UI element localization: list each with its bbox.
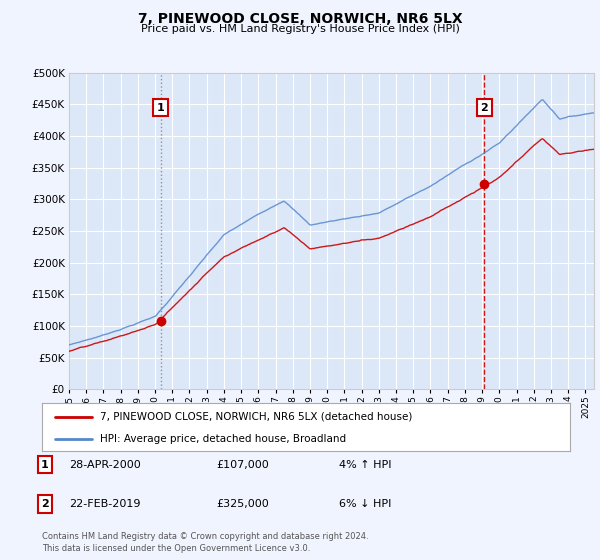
Text: 22-FEB-2019: 22-FEB-2019 [69,499,140,509]
Text: Price paid vs. HM Land Registry's House Price Index (HPI): Price paid vs. HM Land Registry's House … [140,24,460,34]
Text: Contains HM Land Registry data © Crown copyright and database right 2024.
This d: Contains HM Land Registry data © Crown c… [42,533,368,553]
Text: 28-APR-2000: 28-APR-2000 [69,460,141,470]
Text: HPI: Average price, detached house, Broadland: HPI: Average price, detached house, Broa… [100,434,346,444]
Text: 2: 2 [481,102,488,113]
Text: £325,000: £325,000 [216,499,269,509]
Text: 6% ↓ HPI: 6% ↓ HPI [339,499,391,509]
Text: 2: 2 [41,499,49,509]
Text: 4% ↑ HPI: 4% ↑ HPI [339,460,391,470]
Text: 7, PINEWOOD CLOSE, NORWICH, NR6 5LX: 7, PINEWOOD CLOSE, NORWICH, NR6 5LX [137,12,463,26]
Text: 7, PINEWOOD CLOSE, NORWICH, NR6 5LX (detached house): 7, PINEWOOD CLOSE, NORWICH, NR6 5LX (det… [100,412,412,422]
Text: 1: 1 [157,102,164,113]
Text: 1: 1 [41,460,49,470]
Text: £107,000: £107,000 [216,460,269,470]
